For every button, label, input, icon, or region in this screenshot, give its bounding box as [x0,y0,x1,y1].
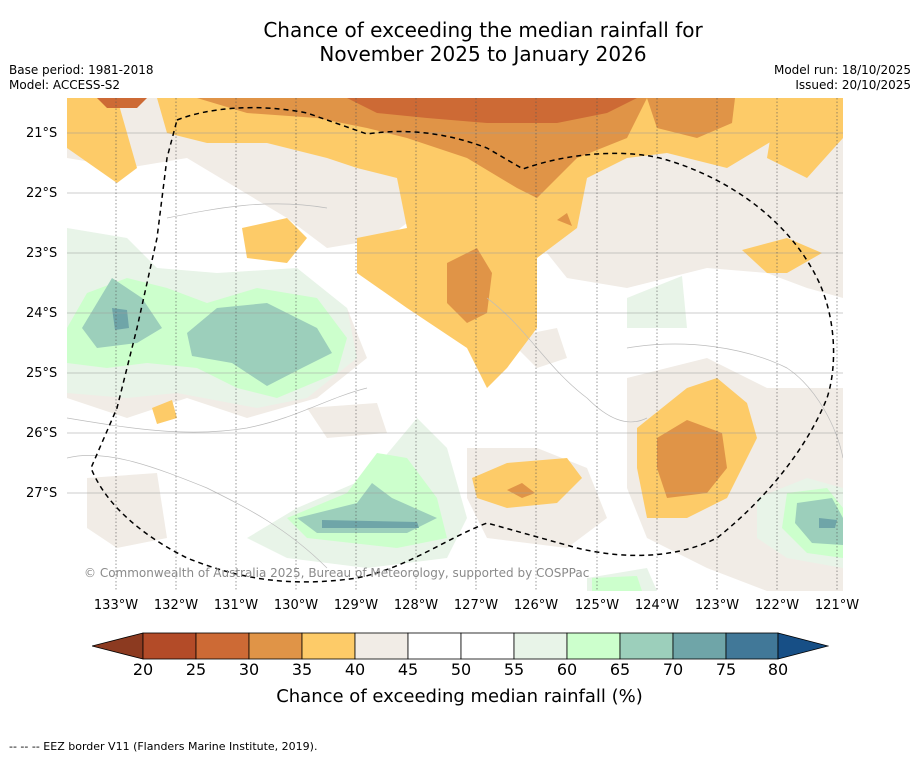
region-30 [97,98,637,123]
colorbar [91,632,830,660]
colorbar-segment-35-40 [301,632,356,660]
lon-lines [115,98,838,591]
colorbar-segment-45-50 [407,632,462,660]
contour-lines [67,203,843,569]
title-line-1: Chance of exceeding the median rainfall … [263,18,703,42]
eez-border [90,106,835,583]
lon-label-125: 125°W [574,598,620,613]
lat-label-21: 21°S [26,126,58,141]
lon-label-133: 133°W [93,598,139,613]
colorbar-extend-low [91,632,144,660]
lon-label-132: 132°W [153,598,199,613]
lat-label-26: 26°S [26,426,58,441]
lon-label-131: 131°W [213,598,259,613]
colorbar-segment-20-25 [142,632,197,660]
colorbar-tick-25: 25 [185,660,207,679]
colorbar-tick-70: 70 [662,660,684,679]
eez-footnote: -- -- -- EEZ border V11 (Flanders Marine… [9,740,318,753]
colorbar-segment-40-45 [354,632,409,660]
colorbar-segment-70-75 [672,632,727,660]
lon-label-129: 129°W [333,598,379,613]
map-title: Chance of exceeding the median rainfall … [0,18,919,66]
colorbar-segment-50-55 [460,632,515,660]
lat-label-27: 27°S [26,486,58,501]
lon-label-121: 121°W [814,598,860,613]
lon-label-128: 128°W [393,598,439,613]
lon-label-123: 123°W [694,598,740,613]
colorbar-tick-75: 75 [715,660,737,679]
rainfall-map [67,98,843,591]
model-run: Model run: 18/10/2025 [773,63,911,77]
colorbar-extend-high [777,632,830,660]
colorbar-segment-75-80 [725,632,779,660]
colorbar-title: Chance of exceeding median rainfall (%) [276,686,643,707]
colorbar-tick-55: 55 [503,660,525,679]
colorbar-segment-55-60 [513,632,568,660]
colorbar-tick-50: 50 [450,660,472,679]
colorbar-tick-30: 30 [238,660,260,679]
colorbar-tick-45: 45 [397,660,419,679]
lon-label-122: 122°W [754,598,800,613]
lon-label-127: 127°W [453,598,499,613]
grid-lines [67,132,843,494]
model-name: Model: ACCESS-S2 [9,78,121,92]
colorbar-segment-25-30 [195,632,250,660]
lat-label-23: 23°S [26,246,58,261]
title-line-2: November 2025 to January 2026 [319,42,647,66]
colorbar-tick-80: 80 [767,660,789,679]
lat-label-22: 22°S [26,186,58,201]
colorbar-svg [91,632,830,660]
colorbar-tick-40: 40 [344,660,366,679]
colorbar-segment-60-65 [566,632,621,660]
colorbar-tick-65: 65 [609,660,631,679]
copyright-notice: © Commonwealth of Australia 2025, Bureau… [84,566,590,580]
meta-right: Model run: 18/10/2025 Issued: 20/10/2025 [774,63,911,93]
lat-label-25: 25°S [26,366,58,381]
colorbar-tick-35: 35 [291,660,313,679]
lon-label-130: 130°W [273,598,319,613]
lat-label-24: 24°S [26,306,58,321]
colorbar-tick-20: 20 [132,660,154,679]
colorbar-tick-60: 60 [556,660,578,679]
lon-label-126: 126°W [513,598,559,613]
lon-label-124: 124°W [634,598,680,613]
colorbar-segment-65-70 [619,632,674,660]
issued-date: Issued: 20/10/2025 [795,78,911,92]
colorbar-segment-30-35 [248,632,303,660]
map-area [67,98,843,591]
base-period: Base period: 1981-2018 [9,63,154,77]
region-75 [112,308,837,528]
meta-left: Base period: 1981-2018 Model: ACCESS-S2 [9,63,154,93]
